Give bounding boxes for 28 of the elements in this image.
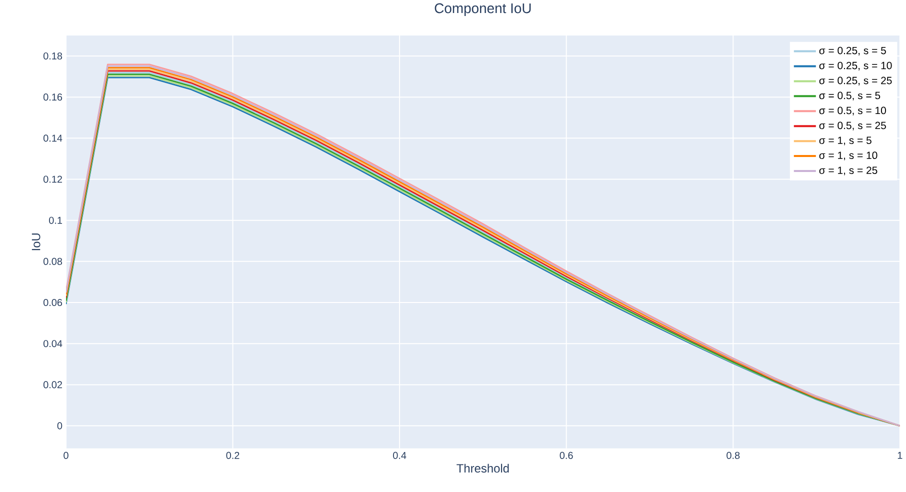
x-axis-title: Threshold — [456, 464, 509, 472]
legend-label: σ = 0.5, s = 25 — [819, 122, 886, 130]
x-tick-label: 0.8 — [726, 452, 740, 459]
legend-label: σ = 0.25, s = 25 — [819, 76, 892, 86]
x-tick-label: 1 — [898, 452, 902, 459]
y-tick-label: 0.14 — [43, 134, 62, 142]
y-tick-label: 0.04 — [43, 340, 62, 347]
legend-label: σ = 0.25, s = 5 — [819, 46, 886, 56]
legend-label: σ = 0.5, s = 10 — [819, 106, 886, 116]
chart-title: Component IoU — [434, 3, 531, 16]
x-tick-label: 0.2 — [226, 452, 240, 459]
legend-label: σ = 0.5, s = 5 — [819, 92, 880, 100]
y-tick-label: 0.06 — [43, 298, 62, 306]
legend-label: σ = 1, s = 25 — [819, 166, 878, 176]
y-tick-label: 0.12 — [43, 176, 62, 183]
x-tick-label: 0.6 — [560, 452, 573, 459]
legend-label: σ = 1, s = 10 — [819, 151, 878, 160]
legend-label: σ = 1, s = 5 — [819, 136, 872, 146]
y-axis-title: IoU — [32, 233, 40, 250]
x-tick-label: 0 — [64, 452, 68, 459]
y-tick-label: 0.08 — [43, 258, 62, 265]
y-tick-label: 0.1 — [49, 216, 62, 224]
y-tick-label: 0.02 — [43, 380, 62, 388]
y-tick-label: 0 — [57, 422, 62, 430]
y-tick-label: 0.16 — [43, 93, 62, 100]
x-tick-label: 0.4 — [393, 452, 406, 459]
legend-label: σ = 0.25, s = 10 — [819, 62, 892, 70]
y-tick-label: 0.18 — [43, 52, 62, 60]
